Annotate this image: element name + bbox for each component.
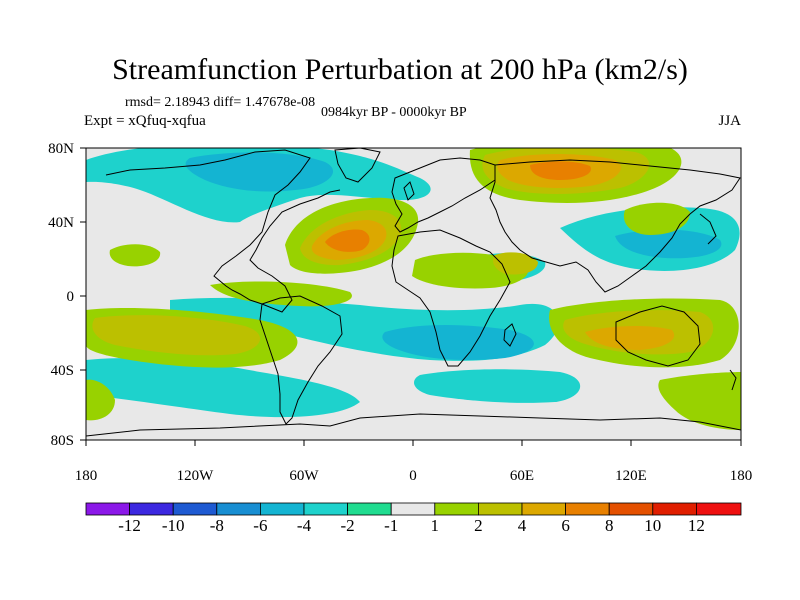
colorbar-cell xyxy=(521,502,566,516)
colorbar-cell xyxy=(303,502,348,516)
colorbar-label: 6 xyxy=(561,516,570,535)
africa-coast xyxy=(391,229,511,367)
contour-field xyxy=(86,148,741,430)
colorbar-cell xyxy=(696,502,742,516)
colorbar-label: 1 xyxy=(430,516,440,535)
colorbar-cell xyxy=(172,502,218,516)
x-axis-label: 180 xyxy=(74,468,98,484)
colorbar-label: -12 xyxy=(118,516,141,535)
x-axis-label: 120E xyxy=(615,468,647,484)
colorbar-label: 4 xyxy=(517,516,527,535)
y-axis-label: 80S xyxy=(50,433,74,449)
colorbar-cell xyxy=(434,502,479,516)
coastlines xyxy=(86,148,741,437)
y-axis-label: 80N xyxy=(48,141,74,157)
colorbar-label: -1 xyxy=(384,516,399,535)
south-america-coast xyxy=(259,295,343,425)
colorbar-cell xyxy=(259,502,305,516)
contour-canada-low xyxy=(185,152,334,192)
contour-south-atlantic-high xyxy=(86,379,115,421)
colorbar-label: -4 xyxy=(296,516,312,535)
colorbar-label: 2 xyxy=(474,516,483,535)
contour-south-pacific-low xyxy=(86,358,360,418)
colorbar-cell xyxy=(85,502,130,516)
colorbar-label: 10 xyxy=(644,516,662,535)
colorbar-label: -8 xyxy=(209,516,224,535)
experiment-id: Expt = xQfuq-xqfua xyxy=(84,113,206,129)
north-america-coast xyxy=(105,149,341,313)
contour-south-atlantic-low xyxy=(382,325,534,360)
y-axis-label: 40N xyxy=(48,215,74,231)
colorbar-cell xyxy=(608,502,654,516)
europe-coast xyxy=(391,157,496,233)
australia-coast xyxy=(615,305,701,367)
colorbar-cell xyxy=(216,502,261,516)
new-zealand-coast xyxy=(729,369,737,391)
colorbar-cell xyxy=(477,502,523,516)
colorbar-label: 12 xyxy=(687,516,705,535)
axis-ticks xyxy=(80,147,742,446)
colorbar-cell xyxy=(565,502,610,516)
contour-east-asia-high xyxy=(623,202,690,235)
asia-coast xyxy=(489,159,741,293)
x-axis-label: 60W xyxy=(289,468,319,484)
colorbar-label: 8 xyxy=(604,516,614,535)
season-label: JJA xyxy=(718,113,741,129)
rmsd-stats: rmsd= 2.18943 diff= 1.47678e-08 xyxy=(125,95,316,110)
colorbar-label: -2 xyxy=(340,516,355,535)
x-axis-label: 120W xyxy=(176,468,214,484)
contour-south-indian-high-3 xyxy=(585,326,675,350)
contour-pacific-sw-high xyxy=(109,244,161,267)
japan-coast xyxy=(699,213,717,245)
uk-coast xyxy=(403,181,415,201)
colorbar-label: -6 xyxy=(253,516,268,535)
madagascar-coast xyxy=(503,323,517,347)
contour-south-indian-low xyxy=(414,369,581,403)
antarctica-coast xyxy=(86,413,741,437)
greenland-coast xyxy=(334,148,381,183)
contour-southern-ocean-high xyxy=(658,372,741,430)
colorbar-cell xyxy=(390,502,436,516)
colorbar xyxy=(85,502,742,516)
x-axis-label: 60E xyxy=(509,468,535,484)
colorbar-cell xyxy=(129,502,174,516)
colorbar-cell xyxy=(347,502,392,516)
contour-north-atlantic-high-4 xyxy=(325,229,370,252)
x-axis-label: 180 xyxy=(729,468,753,484)
y-axis-label: 0 xyxy=(66,289,75,305)
y-axis-label: 40S xyxy=(50,363,74,379)
x-axis-label: 0 xyxy=(409,468,417,484)
contour-pacific-eq-high xyxy=(210,281,352,307)
contour-pacific-low-core xyxy=(615,229,722,259)
plot-title: Streamfunction Perturbation at 200 hPa (… xyxy=(112,53,688,86)
contour-north-asia-high-4 xyxy=(530,161,591,180)
colorbar-cell xyxy=(652,502,697,516)
contour-south-pacific-high-2 xyxy=(92,315,261,356)
time-period: 0984kyr BP - 0000kyr BP xyxy=(321,105,467,120)
colorbar-label: -10 xyxy=(161,516,185,535)
